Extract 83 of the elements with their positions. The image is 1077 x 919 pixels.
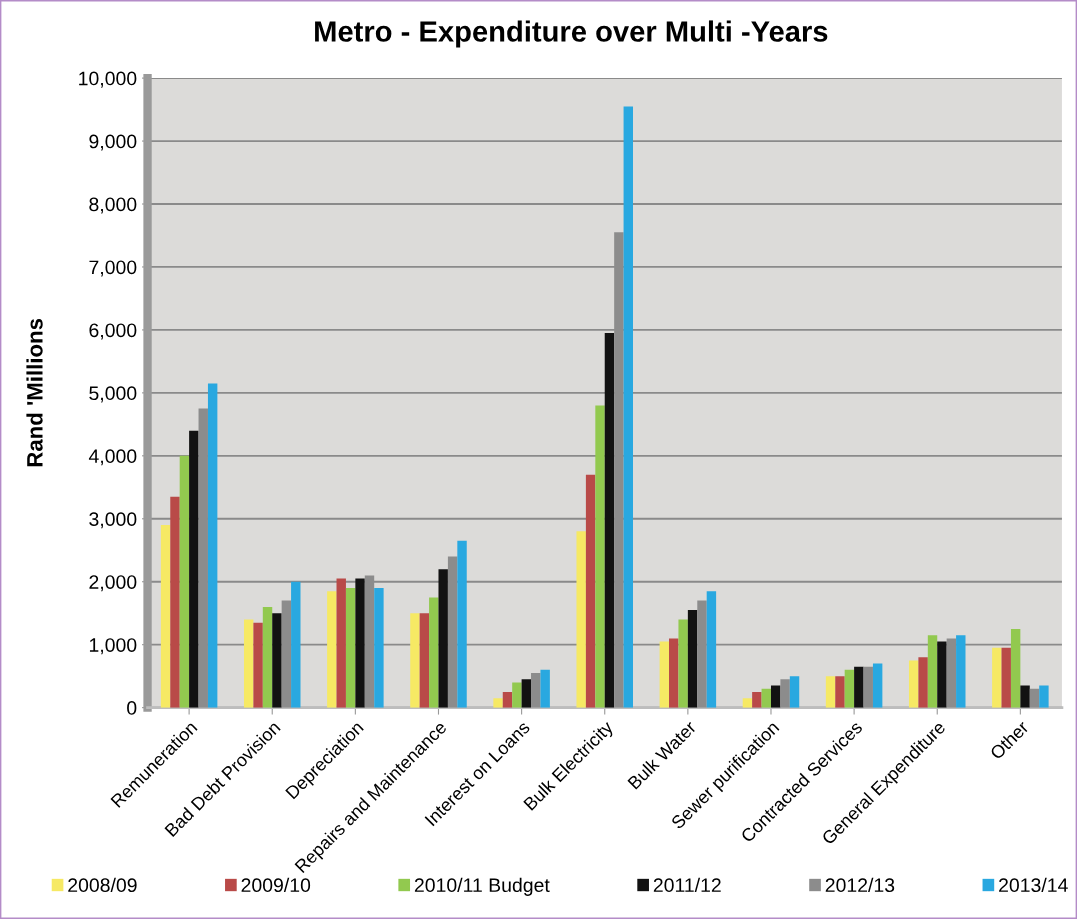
bar [872, 663, 883, 708]
bar [345, 588, 356, 708]
bar [585, 474, 596, 708]
bar [752, 691, 762, 708]
bar [825, 676, 836, 708]
bar [410, 613, 420, 708]
bar [789, 676, 800, 708]
bar [908, 660, 919, 708]
bar [1020, 685, 1030, 708]
bar [521, 679, 532, 708]
bar [179, 455, 190, 708]
y-tick-label: 4,000 [88, 449, 137, 466]
y-tick-label: 6,000 [89, 323, 137, 340]
bar [844, 669, 855, 708]
bar [429, 597, 439, 708]
bar [243, 619, 254, 708]
y-tick-label: 1,000 [89, 638, 137, 655]
bar [678, 619, 688, 708]
bar [780, 679, 790, 708]
legend-label: 2011/12 [653, 877, 721, 893]
y-tick-label: 3,000 [89, 512, 137, 529]
bar [927, 635, 938, 708]
bar [198, 408, 208, 708]
bar [706, 591, 717, 708]
bar [1001, 647, 1011, 708]
legend-label: 2013/14 [999, 877, 1068, 893]
bar [502, 691, 513, 708]
bar [669, 638, 679, 708]
bar [623, 106, 633, 708]
bar [992, 647, 1002, 708]
bar [937, 641, 947, 708]
y-tick-label: 10,000 [79, 71, 137, 88]
bar [761, 688, 771, 708]
bar [946, 638, 957, 708]
bar [447, 556, 458, 708]
bar [272, 613, 282, 708]
y-tick-label: 5,000 [89, 386, 137, 403]
bar [512, 682, 522, 708]
y-tick-label: 7,000 [89, 260, 137, 277]
bar [697, 600, 707, 708]
bar [576, 531, 586, 708]
legend-label: 2009/10 [241, 877, 311, 893]
bar [327, 591, 337, 708]
y-tick-label: 9,000 [89, 134, 137, 151]
legend-label: 2010/11 Budget [414, 877, 550, 896]
bar [687, 610, 698, 708]
bar [956, 635, 966, 708]
bar [160, 525, 171, 708]
bar [438, 569, 448, 708]
bar [262, 606, 273, 708]
bar [419, 613, 430, 708]
bar [291, 581, 301, 708]
bar [457, 540, 467, 708]
y-axis-title: Rand 'Millions [26, 318, 43, 467]
bar [770, 685, 781, 708]
bar [355, 578, 365, 708]
y-tick-label: 2,000 [89, 575, 137, 592]
bar [595, 405, 605, 708]
bar [531, 673, 541, 708]
bar [540, 669, 550, 708]
y-tick-label: 0 [127, 701, 137, 715]
bar [659, 641, 670, 708]
bar [253, 622, 263, 708]
bar [1029, 688, 1040, 708]
bar [1010, 628, 1021, 708]
bar [835, 676, 845, 708]
bar [189, 430, 199, 708]
bar [742, 698, 753, 708]
bar [336, 578, 346, 708]
legend-label: 2012/13 [825, 877, 895, 893]
bar [281, 600, 292, 708]
bar [493, 698, 503, 708]
bar [170, 496, 180, 708]
bar [374, 588, 384, 708]
bar [854, 666, 864, 708]
bar [1039, 685, 1049, 708]
y-tick-label: 8,000 [89, 197, 137, 214]
chart-title: Metro - Expenditure over Multi -Years [315, 20, 828, 48]
bar [863, 666, 873, 708]
legend-label: 2008/09 [68, 877, 137, 893]
bar [207, 383, 218, 708]
bar [918, 657, 928, 708]
bar [604, 333, 615, 708]
